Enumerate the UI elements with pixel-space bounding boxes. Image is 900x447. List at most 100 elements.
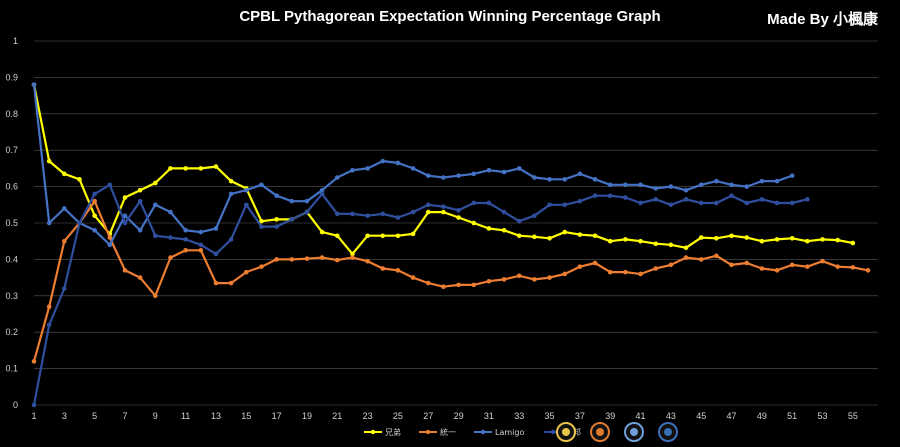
series-line xyxy=(32,84,854,255)
data-point xyxy=(122,213,128,219)
data-point xyxy=(744,260,749,266)
legend-item: 兄弟 xyxy=(364,427,401,437)
data-point xyxy=(46,322,52,328)
data-point xyxy=(592,177,598,182)
data-point xyxy=(456,215,461,220)
data-point xyxy=(198,166,204,171)
data-point xyxy=(425,280,431,286)
data-point xyxy=(62,171,67,177)
data-point xyxy=(516,218,522,224)
data-point xyxy=(31,82,37,87)
data-point xyxy=(213,226,219,231)
y-tick-label: 0.2 xyxy=(5,327,18,337)
data-point xyxy=(774,268,780,273)
data-point xyxy=(395,160,401,166)
data-point xyxy=(137,198,143,204)
data-point xyxy=(516,233,522,239)
gridlines xyxy=(34,40,878,406)
data-point xyxy=(759,238,765,244)
data-point xyxy=(638,200,643,206)
data-point xyxy=(486,278,492,284)
data-point xyxy=(183,227,188,233)
data-point xyxy=(304,256,310,261)
data-point xyxy=(213,164,219,169)
data-point xyxy=(243,269,249,275)
data-point xyxy=(532,175,537,180)
data-point xyxy=(774,237,780,242)
logo-center xyxy=(596,428,604,436)
data-point xyxy=(274,193,279,198)
x-tick-label: 15 xyxy=(241,411,251,421)
data-point xyxy=(334,175,340,180)
data-point xyxy=(547,202,552,208)
data-point xyxy=(744,184,749,189)
series-0 xyxy=(31,82,856,257)
data-point xyxy=(698,200,704,206)
y-tick-label: 0.4 xyxy=(5,254,18,264)
data-point xyxy=(380,266,386,271)
data-point xyxy=(456,173,461,178)
data-point xyxy=(92,213,97,219)
lions-logo xyxy=(590,422,610,442)
data-point xyxy=(92,198,97,204)
y-tick-label: 0.8 xyxy=(5,109,18,119)
data-point xyxy=(410,231,416,237)
data-point xyxy=(516,166,522,171)
data-point xyxy=(486,167,492,173)
data-point xyxy=(835,237,840,243)
data-point xyxy=(259,218,264,224)
data-point xyxy=(365,213,370,219)
data-point xyxy=(471,171,477,177)
data-point xyxy=(137,227,143,233)
data-point xyxy=(168,209,173,215)
data-point xyxy=(789,235,795,241)
data-point xyxy=(259,182,264,188)
data-point xyxy=(501,227,507,233)
data-point xyxy=(789,262,795,268)
x-tick-label: 5 xyxy=(92,411,97,421)
data-point xyxy=(350,167,355,173)
logo-center xyxy=(562,428,570,436)
data-point xyxy=(592,193,598,198)
series-1 xyxy=(31,198,871,364)
x-tick-label: 21 xyxy=(332,411,342,421)
data-point xyxy=(759,266,765,271)
data-point xyxy=(592,260,598,266)
data-point xyxy=(365,233,370,239)
legend-item: Lamigo xyxy=(474,428,524,437)
data-point xyxy=(228,237,234,242)
data-point xyxy=(653,197,659,202)
data-point xyxy=(259,264,264,269)
data-point xyxy=(865,268,871,273)
legend-item: 統一 xyxy=(419,427,456,437)
data-point xyxy=(183,237,188,242)
y-tick-label: 0 xyxy=(13,400,18,410)
data-point xyxy=(486,200,492,206)
data-point xyxy=(77,177,82,182)
data-point xyxy=(623,269,628,275)
data-point xyxy=(698,257,704,262)
x-tick-label: 33 xyxy=(514,411,524,421)
data-point xyxy=(607,182,613,188)
data-point xyxy=(122,220,128,226)
data-point xyxy=(319,229,325,235)
data-point xyxy=(562,177,568,182)
x-axis-ticks: 1 3 5 7 9 11 13 15 17 19 21 23 25 27 29 31 33 35 37 39 41 43 4… xyxy=(31,411,857,421)
data-point xyxy=(46,304,52,310)
x-tick-label: 49 xyxy=(757,411,767,421)
data-point xyxy=(289,257,295,262)
data-point xyxy=(805,197,810,202)
data-point xyxy=(562,202,568,208)
data-point xyxy=(729,193,734,198)
data-point xyxy=(137,187,143,193)
legend-marker xyxy=(425,429,431,435)
data-point xyxy=(153,293,158,299)
data-point xyxy=(638,271,643,277)
data-point xyxy=(153,233,158,239)
data-point xyxy=(653,266,659,271)
data-point xyxy=(516,273,522,279)
y-tick-label: 0.1 xyxy=(5,364,18,374)
data-point xyxy=(607,238,613,244)
data-point xyxy=(183,248,188,253)
